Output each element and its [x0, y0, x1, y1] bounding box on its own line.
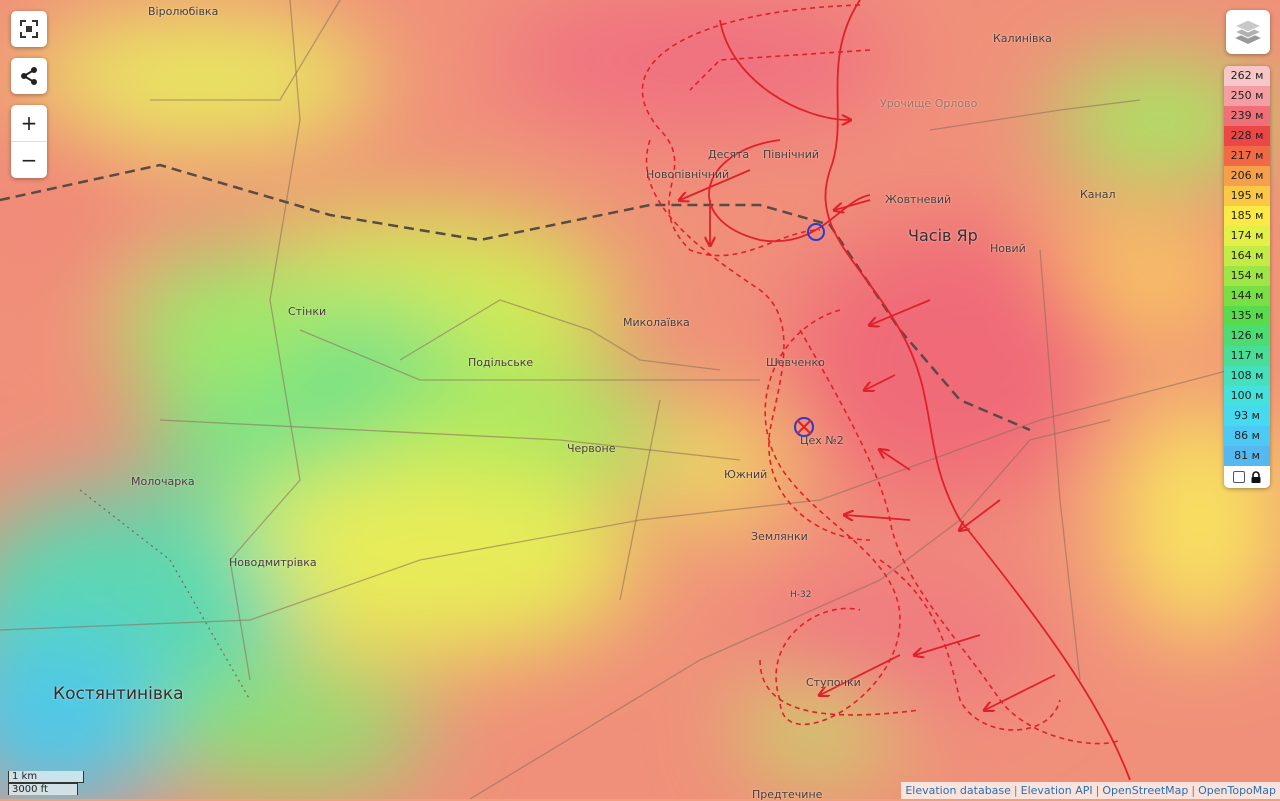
layers-button[interactable] [1226, 10, 1270, 54]
place-label: Урочище Орлово [880, 97, 978, 110]
lock-icon [1251, 471, 1261, 483]
elevation-legend: 262 м 250 м 239 м 228 м 217 м 206 м 195 м 185 м… [1224, 66, 1270, 488]
legend-item: 93 м [1224, 406, 1270, 426]
place-label: Віролюбівка [148, 5, 219, 18]
place-label: Північний [763, 148, 820, 161]
place-label: Жовтневий [885, 193, 952, 206]
place-label: Костянтинівка [53, 684, 184, 704]
legend-item: 108 м [1224, 366, 1270, 386]
legend-item: 195 м [1224, 186, 1270, 206]
scale-imperial: 3000 ft [8, 783, 78, 795]
attribution-link[interactable]: OpenStreetMap [1102, 784, 1189, 797]
legend-item: 239 м [1224, 106, 1270, 126]
attribution: Elevation database | Elevation API | OpenStr… [901, 782, 1280, 799]
legend-item: 154 м [1224, 266, 1270, 286]
zoom-control: + − [11, 105, 47, 178]
place-label: Предтечине [752, 788, 823, 801]
scale-bar: 1 km 3000 ft [8, 771, 84, 795]
place-label: Молочарка [131, 475, 195, 488]
attribution-link[interactable]: Elevation database [905, 784, 1011, 797]
legend-item: 135 м [1224, 306, 1270, 326]
place-label: Стінки [288, 305, 327, 318]
place-label: Калинівка [993, 32, 1052, 45]
share-button[interactable] [11, 58, 47, 94]
legend-item: 206 м [1224, 166, 1270, 186]
road-label: Н-32 [790, 590, 812, 600]
layers-icon [1233, 19, 1263, 44]
legend-item: 250 м [1224, 86, 1270, 106]
place-label: Часів Яр [908, 226, 978, 245]
place-label: Подільське [468, 356, 534, 369]
legend-item: 228 м [1224, 126, 1270, 146]
railway [0, 163, 1031, 432]
attribution-link[interactable]: OpenTopoMap [1198, 784, 1276, 797]
legend-item: 164 м [1224, 246, 1270, 266]
legend-item: 174 м [1224, 226, 1270, 246]
place-label: Шевченко [766, 356, 825, 369]
fullscreen-button[interactable] [11, 11, 47, 47]
legend-item: 185 м [1224, 206, 1270, 226]
place-label: Цех №2 [800, 434, 844, 447]
roads [0, 0, 1231, 799]
legend-item: 117 м [1224, 346, 1270, 366]
place-label: Миколаївка [623, 316, 690, 329]
legend-item: 126 м [1224, 326, 1270, 346]
place-label: Десята [708, 148, 750, 161]
legend-item: 86 м [1224, 426, 1270, 446]
place-label: Новопівнічний [646, 168, 730, 181]
legend-item: 81 м [1224, 446, 1270, 466]
legend-item: 100 м [1224, 386, 1270, 406]
share-icon[interactable] [11, 58, 47, 94]
place-label: Ступочки [806, 676, 861, 689]
place-label: Землянки [751, 530, 808, 543]
place-label: Новий [990, 242, 1026, 255]
place-label: Канал [1080, 188, 1116, 201]
zoom-out-button[interactable]: − [11, 141, 47, 178]
fullscreen-icon[interactable] [11, 11, 47, 47]
place-label: Червоне [567, 442, 616, 455]
legend-item: 217 м [1224, 146, 1270, 166]
place-label: Южний [724, 468, 768, 481]
front-lines [680, 0, 1131, 781]
marker-circle[interactable] [807, 223, 825, 241]
attribution-link[interactable]: Elevation API [1020, 784, 1093, 797]
scale-metric: 1 km [8, 771, 84, 783]
power-line [79, 489, 251, 701]
marker-circle-crossed[interactable] [794, 417, 814, 437]
place-label: Новодмитрівка [229, 556, 317, 569]
legend-item: 144 м [1224, 286, 1270, 306]
legend-item: 262 м [1224, 66, 1270, 86]
lock-legend-checkbox[interactable] [1233, 471, 1245, 483]
contested-lines [641, 4, 1121, 745]
zoom-in-button[interactable]: + [20, 111, 38, 135]
